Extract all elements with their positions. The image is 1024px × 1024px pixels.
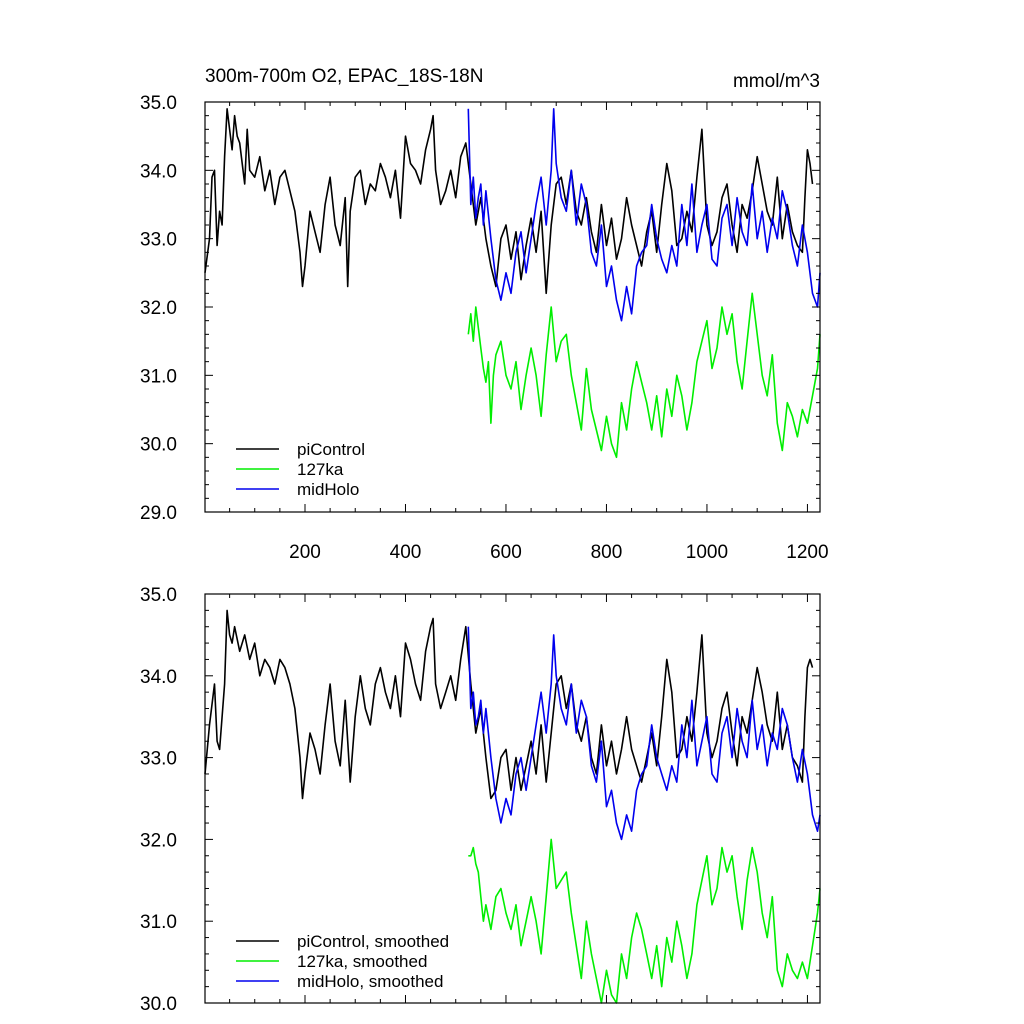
y-tick-label: 30.0 <box>140 435 177 456</box>
x-tick-label: 400 <box>390 542 422 563</box>
x-tick-label: 1200 <box>786 542 828 563</box>
series-line-midholo <box>467 108 821 322</box>
y-tick-label: 33.0 <box>140 230 177 251</box>
top-plot-area: 29.0 30.0 31.0 32.0 33.0 34.0 35.0 200 400 600 800… <box>140 93 829 563</box>
y-tick-label: 35.0 <box>140 93 177 114</box>
legend-label: 127ka, smoothed <box>297 952 427 971</box>
legend-label: piControl <box>297 440 365 459</box>
y-tick-label: 34.0 <box>140 667 177 688</box>
x-tick-label: 600 <box>490 542 522 563</box>
x-tick-label: 800 <box>591 542 623 563</box>
y-tick-label: 33.0 <box>140 749 177 770</box>
y-tick-label: 32.0 <box>140 830 177 851</box>
x-tick-label: 200 <box>289 542 321 563</box>
bottom-plot-area: 30.0 31.0 32.0 33.0 34.0 35.0 piControl, smoot… <box>140 585 821 1015</box>
bottom-panel: 30.0 31.0 32.0 33.0 34.0 35.0 piControl, smoot… <box>140 585 821 1015</box>
legend-label: midHolo <box>297 480 359 499</box>
y-tick-label: 34.0 <box>140 161 177 182</box>
top-panel-title: 300m-700m O2, EPAC_18S-18N <box>205 66 483 87</box>
plot-frame <box>204 593 821 1004</box>
y-tick-label: 30.0 <box>140 994 177 1015</box>
y-tick-label: 31.0 <box>140 366 177 387</box>
y-tick-label: 32.0 <box>140 298 177 319</box>
legend-label: piControl, smoothed <box>297 932 449 951</box>
top-panel-units: mmol/m^3 <box>733 71 820 92</box>
legend-label: 127ka <box>297 460 344 479</box>
y-tick-label: 29.0 <box>140 503 177 524</box>
series-line-picontrol <box>204 108 814 295</box>
series-line-midholo-smoothed <box>467 626 821 841</box>
series-line-127ka-smoothed <box>468 838 821 1004</box>
top-panel: 300m-700m O2, EPAC_18S-18N mmol/m^3 29.0… <box>140 66 829 563</box>
x-tick-label: 1000 <box>686 542 728 563</box>
y-tick-label: 31.0 <box>140 912 177 933</box>
y-tick-label: 35.0 <box>140 585 177 606</box>
legend-label: midHolo, smoothed <box>297 972 443 991</box>
series-line-127ka <box>467 292 821 459</box>
series-line-picontrol-smoothed <box>204 609 814 800</box>
